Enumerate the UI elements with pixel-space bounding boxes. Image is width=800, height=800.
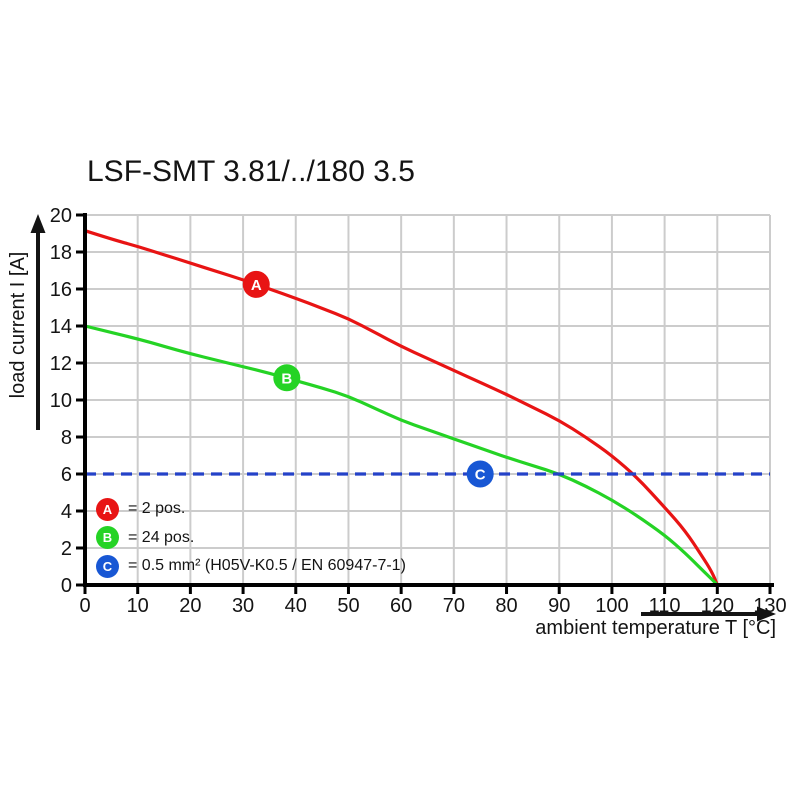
chart-title: LSF-SMT 3.81/../180 3.5 [87,155,415,188]
x-tick-label: 20 [179,595,201,617]
x-tick-label: 40 [285,595,307,617]
legend-badge-a: A [96,497,119,521]
x-tick-label: 70 [443,595,465,617]
x-axis-arrow-icon [641,606,776,622]
marker-c [466,460,494,488]
y-axis-arrow-icon [30,214,46,430]
legend-label: = 24 pos. [128,528,195,546]
x-tick-label: 60 [390,595,412,617]
x-tick-label: 30 [232,595,254,617]
marker-letter-b: B [281,370,292,387]
legend: A = 2 pos. B = 24 pos. C = 0.5 mm² (H05V-K0.5… [96,495,406,581]
x-tick-label: 110 [649,595,681,617]
curve-b [84,324,719,587]
x-tick-label: 50 [337,595,359,617]
marker-letter-a: A [251,277,262,294]
x-tick-label: 80 [495,595,517,617]
y-tick-label: 10 [50,390,72,412]
y-tick-label: 8 [61,427,72,449]
y-tick-label: 6 [61,464,72,486]
legend-badge-c: C [96,554,119,578]
marker-b [273,364,301,392]
legend-item-a: A = 2 pos. [96,495,406,524]
y-tick-label: 14 [50,316,72,338]
y-tick-label: 16 [50,279,72,301]
x-tick-label: 120 [701,595,734,617]
y-tick-label: 4 [61,501,72,523]
x-tick-label: 100 [595,595,628,617]
y-tick-label: 0 [61,575,72,597]
x-axis-label: ambient temperature T [°C] [535,617,776,639]
legend-item-b: B = 24 pos. [96,524,406,553]
y-tick-label: 20 [50,205,72,227]
legend-badge-b: B [96,526,119,550]
x-tick-label: 0 [79,595,90,617]
marker-a [242,270,270,298]
x-tick-label: 90 [548,595,570,617]
legend-label: = 2 pos. [128,500,186,518]
legend-label: = 0.5 mm² (H05V-K0.5 / EN 60947-7-1) [128,557,406,575]
y-tick-label: 2 [61,538,72,560]
y-axis-label: load current I [A] [7,252,29,399]
y-tick-label: 12 [50,353,72,375]
x-tick-label: 10 [127,595,149,617]
legend-item-c: C = 0.5 mm² (H05V-K0.5 / EN 60947-7-1) [96,552,406,581]
marker-letter-c: C [475,467,486,484]
curve-a [84,229,719,586]
y-tick-label: 18 [50,242,72,264]
